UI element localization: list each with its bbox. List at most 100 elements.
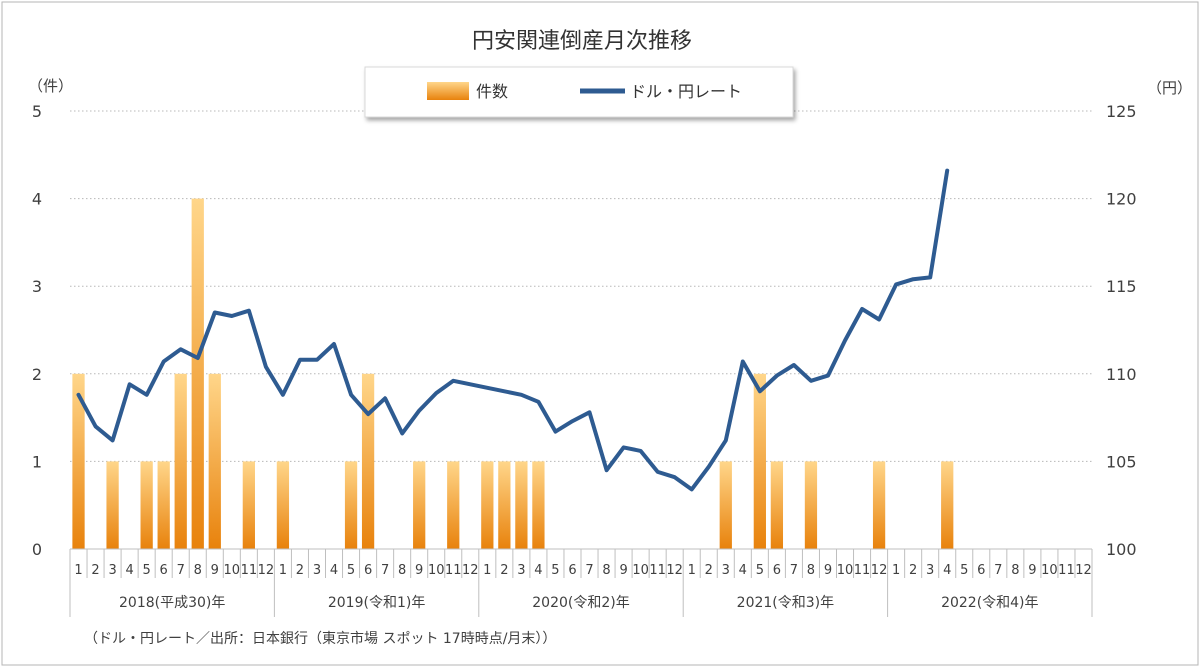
legend-box [364,66,794,118]
right-axis-unit: （円） [1147,79,1192,97]
month-label: 6 [773,563,781,578]
bar [157,461,170,549]
month-label: 9 [415,563,423,578]
month-label: 9 [619,563,627,578]
month-label: 5 [960,563,968,578]
bar [719,461,732,549]
year-label: 2018(平成30)年 [119,595,225,611]
bar [872,461,886,549]
bar [804,461,818,549]
legend-line-label: ドル・円レート [630,82,742,101]
month-label: 7 [177,563,185,578]
right-tick-label: 110 [1106,365,1137,384]
month-label: 3 [926,563,934,578]
month-label: 8 [398,563,406,578]
legend-bar-label: 件数 [476,82,508,101]
bar-series [72,198,954,549]
legend-bar-swatch [427,82,469,100]
month-label: 2 [705,563,713,578]
month-label: 6 [364,563,372,578]
bar [515,461,528,549]
month-label: 5 [551,563,559,578]
bar [941,461,954,549]
x-axis: 1 2 3 4 5 6 7 8 9 10 11 12 1 2 3 4 5 6 7 8 9 10 11 12 1 2 3 4 5 6 7 8 9 1… [69,548,1093,617]
month-label: 12 [666,563,683,578]
bar [208,373,221,549]
left-tick-label: 3 [32,277,42,296]
month-label: 4 [943,563,951,578]
right-tick-label: 115 [1106,277,1137,296]
month-label: 8 [1011,563,1019,578]
source-note: （ドル・円レート／出所：日本銀行（東京市場 スポット 17時時点/月末）） [84,630,556,647]
bar [498,461,511,549]
bar [361,373,375,549]
bar [72,373,85,549]
bar [413,461,426,549]
month-label: 10 [1041,563,1058,578]
month-label: 7 [790,563,798,578]
bar [174,373,187,549]
month-label: 12 [1075,563,1092,578]
month-label: 1 [279,563,287,578]
month-label: 1 [74,563,82,578]
right-tick-label: 125 [1106,102,1137,121]
bar [532,461,545,549]
month-label: 12 [871,563,888,578]
month-label: 3 [108,563,116,578]
month-label: 1 [892,563,900,578]
bar [191,198,204,549]
right-tick-label: 105 [1106,452,1137,471]
month-label: 9 [1028,563,1036,578]
month-label: 2 [500,563,508,578]
month-label: 3 [517,563,525,578]
month-label: 6 [160,563,168,578]
bar [770,461,784,549]
month-label: 9 [211,563,219,578]
year-label: 2021(令和3)年 [737,595,834,611]
month-label: 10 [837,563,854,578]
grid-layer [70,110,1092,550]
month-label: 7 [585,563,593,578]
month-label: 9 [824,563,832,578]
month-label: 10 [224,563,241,578]
left-axis-ticks: 0 1 2 3 4 5 [32,102,42,559]
month-label: 12 [258,563,275,578]
month-label: 6 [568,563,576,578]
month-label: 7 [381,563,389,578]
right-axis-ticks: 100 105 110 115 120 125 [1106,102,1137,559]
month-label: 8 [807,563,815,578]
right-tick-label: 120 [1106,190,1137,209]
rate-line [76,168,950,492]
month-label: 11 [241,563,258,578]
month-label: 10 [428,563,445,578]
month-label: 5 [756,563,764,578]
month-label: 2 [91,563,99,578]
left-tick-label: 4 [32,190,42,209]
month-label: 7 [994,563,1002,578]
month-label: 6 [977,563,985,578]
month-label: 3 [313,563,321,578]
month-label: 5 [347,563,355,578]
left-tick-label: 2 [32,365,42,384]
bar [106,461,119,549]
month-label: 1 [688,563,696,578]
month-label: 4 [739,563,747,578]
bar [276,461,290,549]
month-label: 12 [462,563,479,578]
month-label: 3 [722,563,730,578]
month-label: 11 [649,563,666,578]
bar [447,461,460,549]
right-tick-label: 100 [1106,540,1137,559]
left-tick-label: 0 [32,540,42,559]
month-label: 5 [143,563,151,578]
bar [344,461,358,549]
month-label: 4 [330,563,338,578]
year-label: 2019(令和1)年 [328,595,425,611]
left-tick-label: 5 [32,102,42,121]
month-label: 4 [534,563,542,578]
legend: 件数 ドル・円レート [364,66,794,118]
bar [140,461,153,549]
